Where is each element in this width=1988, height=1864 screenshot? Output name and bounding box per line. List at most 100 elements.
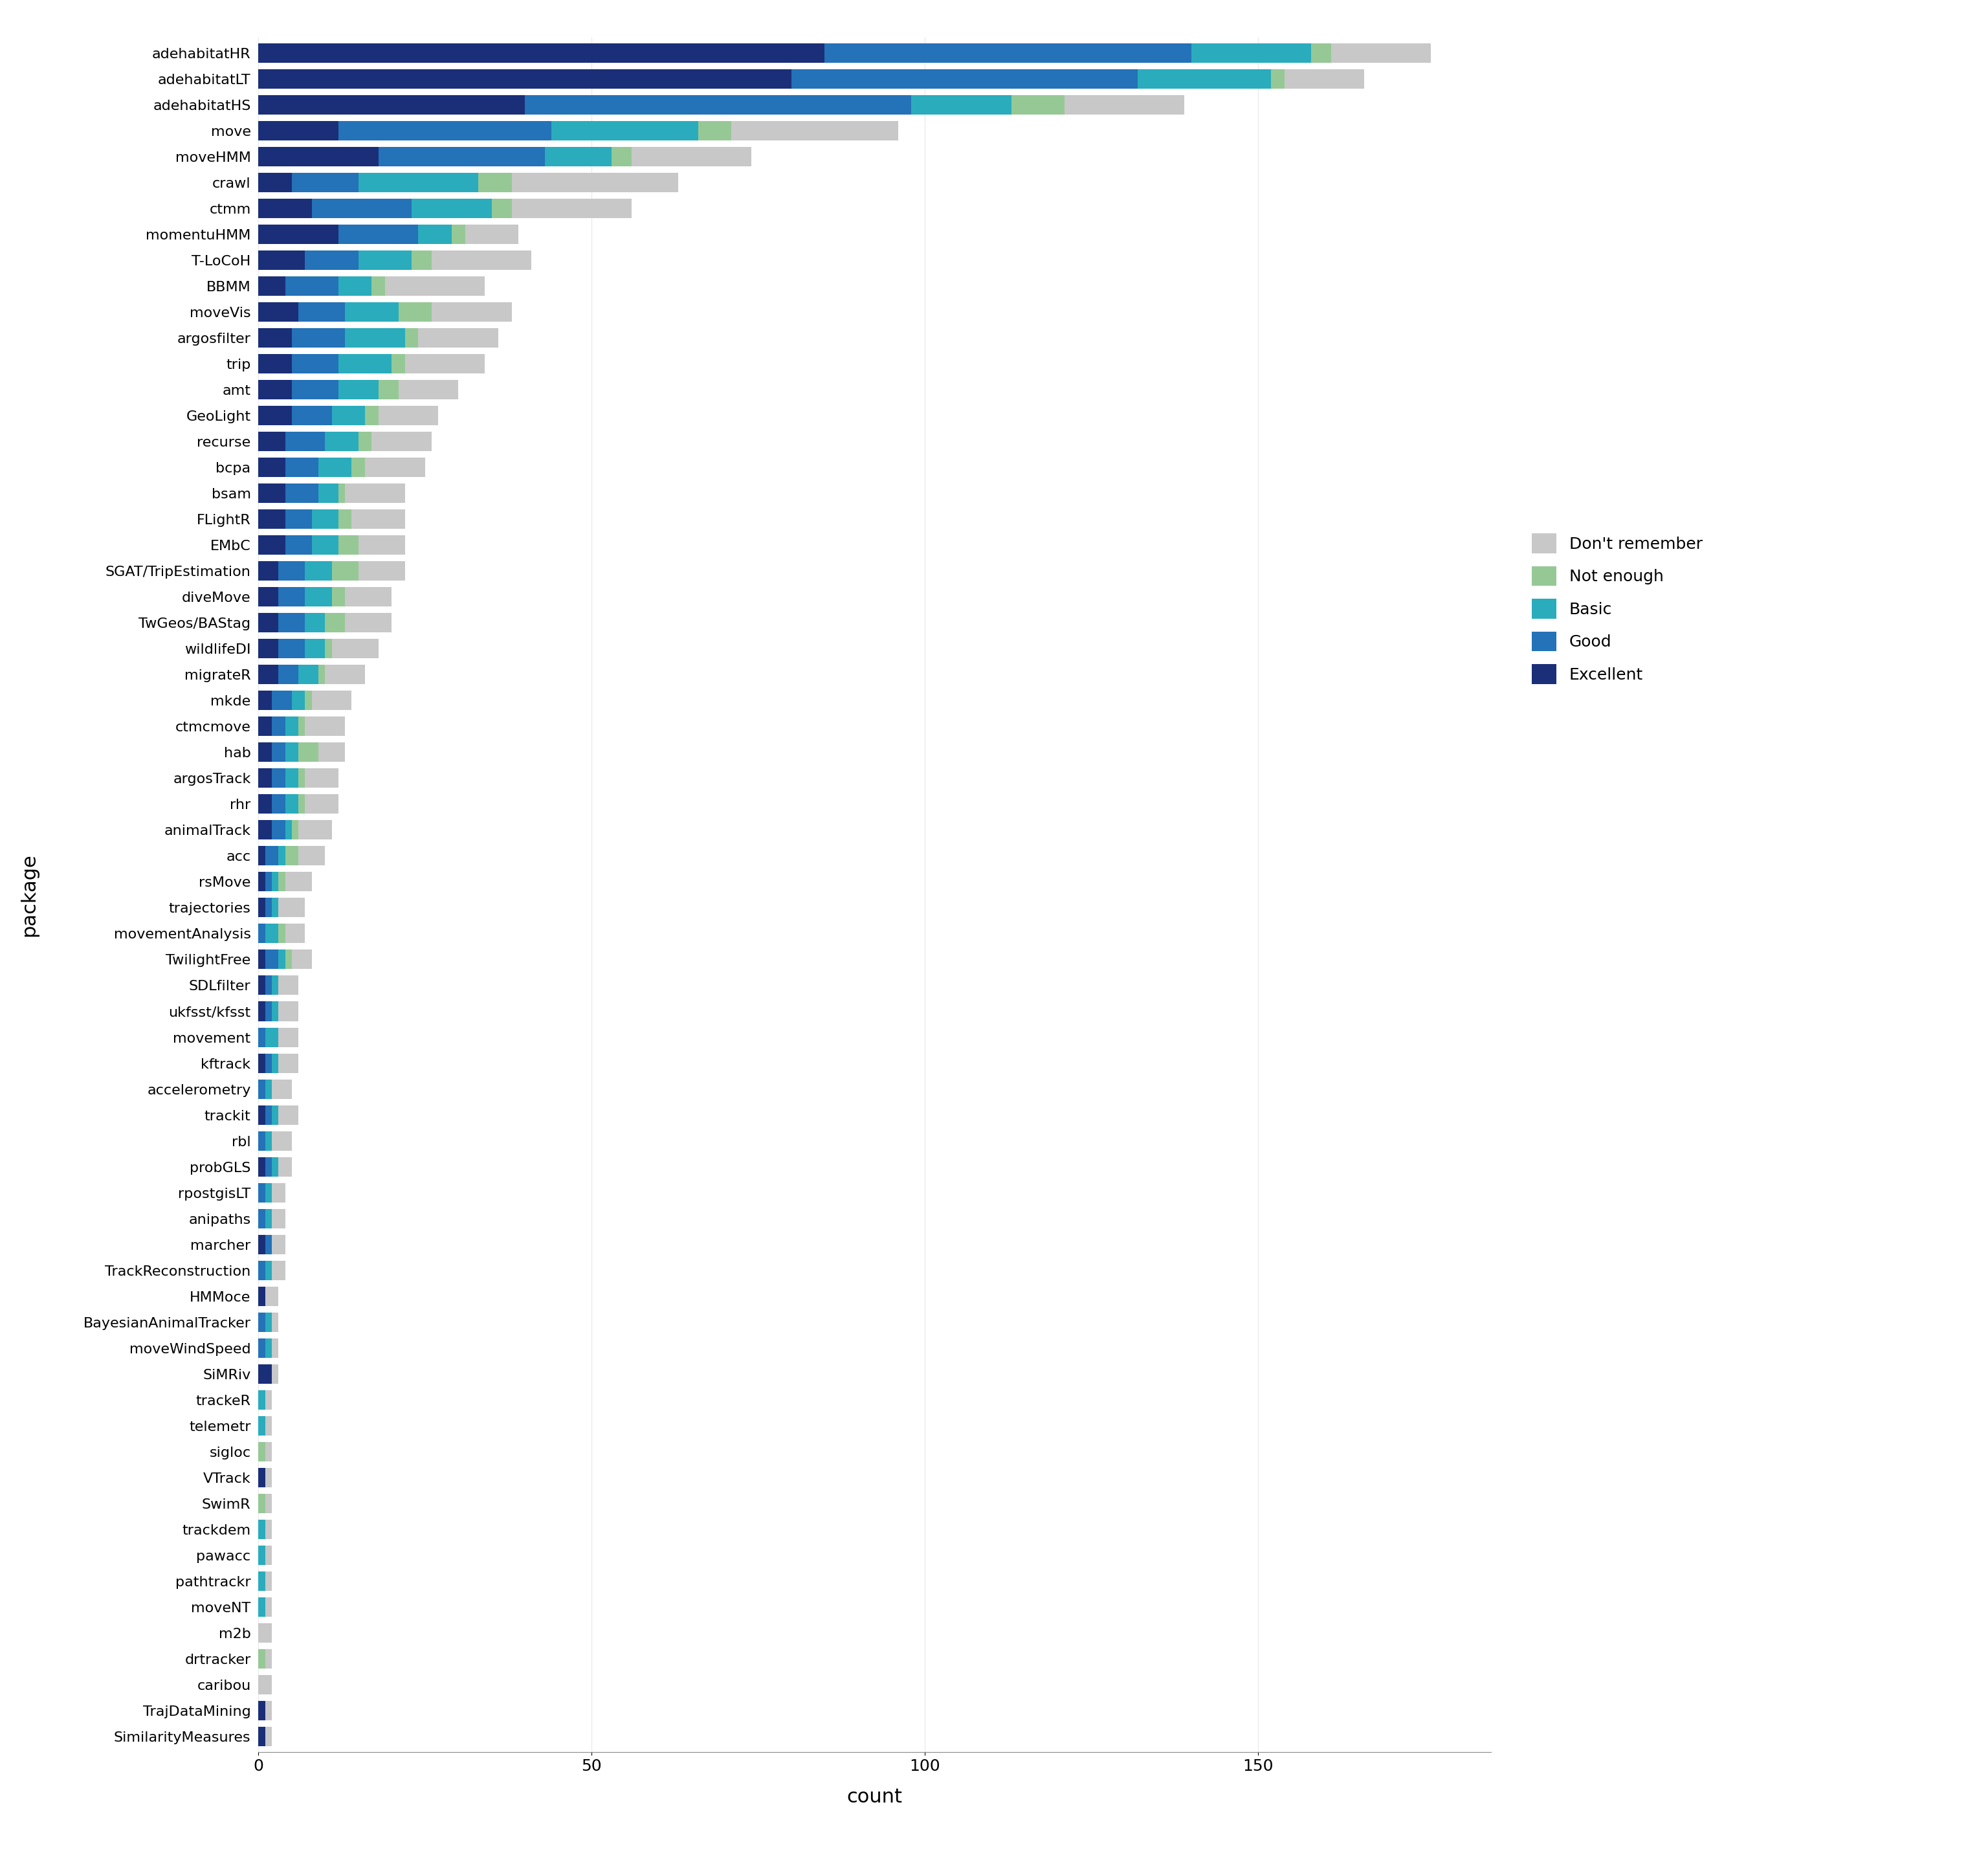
Bar bbox=[292, 820, 298, 839]
Bar bbox=[298, 716, 304, 736]
Bar bbox=[378, 380, 398, 399]
Bar bbox=[278, 1001, 298, 1021]
Bar bbox=[258, 1545, 264, 1566]
Bar bbox=[258, 95, 525, 114]
Bar bbox=[278, 975, 298, 995]
Bar bbox=[258, 1364, 272, 1383]
Bar bbox=[258, 43, 825, 63]
Bar bbox=[318, 742, 346, 762]
Bar bbox=[312, 509, 338, 529]
Bar bbox=[258, 1234, 264, 1254]
Bar bbox=[258, 1158, 264, 1176]
Bar bbox=[258, 951, 264, 969]
Bar bbox=[258, 1726, 264, 1747]
Bar bbox=[264, 898, 272, 917]
Bar bbox=[258, 121, 338, 140]
Bar bbox=[258, 302, 298, 322]
Bar bbox=[272, 1312, 278, 1333]
Bar bbox=[298, 794, 304, 815]
Bar bbox=[258, 1597, 264, 1616]
Bar bbox=[272, 898, 278, 917]
Bar bbox=[258, 716, 272, 736]
Bar bbox=[258, 1702, 264, 1720]
Bar bbox=[272, 1364, 278, 1383]
Bar bbox=[264, 1286, 278, 1307]
Bar bbox=[284, 483, 318, 503]
Bar bbox=[272, 692, 292, 710]
Bar bbox=[632, 147, 751, 166]
Bar bbox=[338, 483, 346, 503]
Bar bbox=[292, 354, 338, 373]
Bar bbox=[258, 925, 264, 943]
Bar bbox=[312, 692, 352, 710]
Bar bbox=[1066, 95, 1185, 114]
Bar bbox=[338, 276, 372, 296]
Bar bbox=[292, 692, 304, 710]
Bar bbox=[258, 1417, 264, 1435]
Bar bbox=[258, 613, 278, 632]
Bar bbox=[791, 69, 1137, 88]
Bar bbox=[372, 276, 386, 296]
Bar bbox=[1270, 69, 1284, 88]
Bar bbox=[278, 898, 304, 917]
Bar bbox=[258, 1053, 264, 1074]
Bar bbox=[338, 509, 352, 529]
Bar bbox=[258, 561, 278, 580]
Bar bbox=[258, 1519, 264, 1540]
Bar bbox=[304, 587, 332, 606]
Bar bbox=[318, 457, 352, 477]
Bar bbox=[258, 1571, 264, 1590]
Bar bbox=[258, 276, 284, 296]
Bar bbox=[272, 1131, 292, 1150]
Bar bbox=[258, 1184, 264, 1202]
Bar bbox=[284, 276, 338, 296]
Bar bbox=[264, 1467, 272, 1487]
Bar bbox=[258, 224, 338, 244]
Bar bbox=[258, 1079, 264, 1098]
Bar bbox=[258, 1624, 272, 1642]
Bar bbox=[479, 173, 511, 192]
Bar bbox=[264, 846, 278, 865]
Bar bbox=[272, 1053, 278, 1074]
Bar bbox=[264, 1545, 272, 1566]
Bar bbox=[272, 1210, 284, 1228]
Bar bbox=[292, 173, 358, 192]
Bar bbox=[298, 742, 318, 762]
Bar bbox=[465, 224, 519, 244]
Bar bbox=[358, 561, 406, 580]
Bar bbox=[366, 406, 378, 425]
Legend: Don't remember, Not enough, Basic, Good, Excellent: Don't remember, Not enough, Basic, Good,… bbox=[1523, 526, 1710, 692]
Bar bbox=[346, 483, 406, 503]
Bar bbox=[412, 199, 491, 218]
Bar bbox=[318, 483, 338, 503]
Bar bbox=[451, 224, 465, 244]
Bar bbox=[406, 354, 485, 373]
Bar bbox=[264, 1391, 272, 1409]
Bar bbox=[258, 535, 284, 555]
Bar bbox=[412, 250, 431, 270]
Bar bbox=[332, 406, 366, 425]
Bar bbox=[431, 302, 511, 322]
Bar bbox=[258, 768, 272, 788]
Bar bbox=[304, 250, 358, 270]
Bar bbox=[264, 872, 272, 891]
Bar bbox=[298, 846, 326, 865]
Y-axis label: package: package bbox=[20, 854, 38, 936]
Bar bbox=[258, 1312, 264, 1333]
Bar bbox=[284, 432, 326, 451]
Bar bbox=[278, 951, 284, 969]
Bar bbox=[352, 457, 366, 477]
X-axis label: count: count bbox=[847, 1788, 903, 1806]
Bar bbox=[284, 457, 318, 477]
Bar bbox=[511, 173, 678, 192]
Bar bbox=[278, 1105, 298, 1124]
Bar bbox=[264, 1079, 272, 1098]
Bar bbox=[358, 432, 372, 451]
Bar bbox=[258, 1001, 264, 1021]
Bar bbox=[264, 1493, 272, 1514]
Bar bbox=[292, 380, 338, 399]
Bar bbox=[278, 613, 304, 632]
Bar bbox=[298, 665, 318, 684]
Bar bbox=[511, 199, 632, 218]
Bar bbox=[378, 406, 437, 425]
